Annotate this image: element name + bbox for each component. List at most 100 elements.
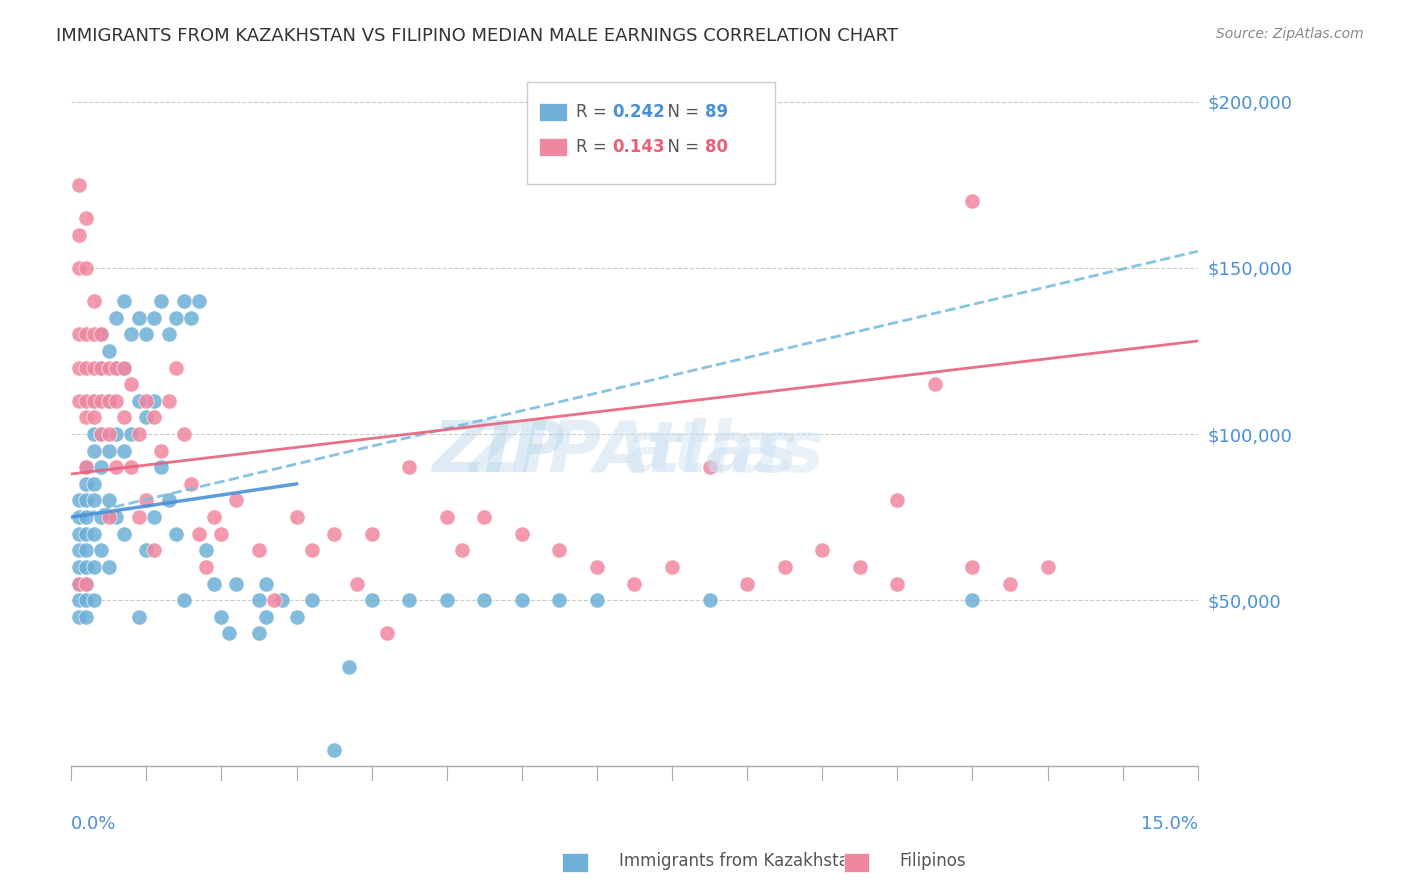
Point bbox=[157, 327, 180, 342]
Point bbox=[120, 377, 142, 392]
Point bbox=[67, 526, 90, 541]
Point bbox=[67, 493, 90, 508]
Point bbox=[75, 460, 97, 475]
Point bbox=[195, 560, 218, 574]
Point bbox=[998, 576, 1021, 591]
Text: 0.0%: 0.0% bbox=[72, 815, 117, 833]
Point bbox=[886, 493, 908, 508]
Point bbox=[436, 593, 458, 607]
Point bbox=[924, 377, 946, 392]
Point bbox=[346, 576, 368, 591]
Point bbox=[586, 560, 609, 574]
Point bbox=[97, 443, 120, 458]
Point bbox=[135, 393, 157, 408]
Text: 80: 80 bbox=[706, 137, 728, 156]
Point bbox=[1036, 560, 1059, 574]
Point bbox=[157, 393, 180, 408]
Point bbox=[83, 427, 105, 442]
Text: 15.0%: 15.0% bbox=[1140, 815, 1198, 833]
Point bbox=[142, 310, 165, 325]
Point bbox=[962, 560, 984, 574]
Point bbox=[699, 593, 721, 607]
Point bbox=[263, 593, 285, 607]
Point bbox=[97, 343, 120, 358]
Point bbox=[90, 427, 112, 442]
Point bbox=[301, 593, 323, 607]
Point bbox=[128, 510, 150, 524]
Point bbox=[90, 360, 112, 375]
Point bbox=[247, 543, 270, 558]
Point bbox=[165, 310, 187, 325]
Point bbox=[112, 360, 135, 375]
Text: 0.242: 0.242 bbox=[612, 103, 665, 120]
Point bbox=[173, 427, 195, 442]
Point bbox=[75, 211, 97, 225]
Point bbox=[75, 593, 97, 607]
Point bbox=[90, 360, 112, 375]
Point bbox=[90, 393, 112, 408]
Text: atlas: atlas bbox=[624, 417, 824, 487]
Point bbox=[75, 393, 97, 408]
Point bbox=[67, 609, 90, 624]
Point bbox=[105, 360, 128, 375]
Point bbox=[67, 327, 90, 342]
Point bbox=[105, 360, 128, 375]
Point bbox=[112, 443, 135, 458]
Point bbox=[120, 460, 142, 475]
Point bbox=[105, 460, 128, 475]
Point bbox=[142, 543, 165, 558]
Point bbox=[202, 576, 225, 591]
Point bbox=[75, 327, 97, 342]
Point bbox=[83, 360, 105, 375]
Point bbox=[150, 460, 173, 475]
Point bbox=[225, 576, 247, 591]
Point bbox=[301, 543, 323, 558]
Point bbox=[75, 576, 97, 591]
Point bbox=[120, 327, 142, 342]
Text: N =: N = bbox=[657, 137, 704, 156]
Point bbox=[67, 510, 90, 524]
Point bbox=[323, 742, 346, 756]
Point bbox=[120, 427, 142, 442]
Point bbox=[225, 493, 247, 508]
Point bbox=[105, 310, 128, 325]
Point bbox=[97, 393, 120, 408]
Point bbox=[90, 543, 112, 558]
Point bbox=[187, 526, 209, 541]
Point bbox=[75, 543, 97, 558]
Point bbox=[75, 493, 97, 508]
Point bbox=[97, 560, 120, 574]
Bar bbox=[527, 82, 775, 184]
Point bbox=[83, 294, 105, 309]
Point bbox=[510, 526, 533, 541]
Bar bbox=[538, 103, 567, 120]
Point bbox=[285, 609, 308, 624]
Point bbox=[83, 327, 105, 342]
Point bbox=[97, 427, 120, 442]
Point bbox=[735, 576, 758, 591]
Point bbox=[112, 294, 135, 309]
Point bbox=[165, 360, 187, 375]
Point bbox=[67, 560, 90, 574]
Point bbox=[202, 510, 225, 524]
Point bbox=[128, 310, 150, 325]
Point bbox=[173, 294, 195, 309]
Text: N =: N = bbox=[657, 103, 704, 120]
Point bbox=[548, 543, 571, 558]
Point bbox=[398, 460, 420, 475]
Point bbox=[90, 510, 112, 524]
Point bbox=[75, 460, 97, 475]
Point bbox=[150, 443, 173, 458]
Point bbox=[209, 526, 232, 541]
Point bbox=[323, 526, 346, 541]
Text: ZIPAtlas: ZIPAtlas bbox=[470, 417, 799, 487]
Point bbox=[142, 393, 165, 408]
Point bbox=[67, 543, 90, 558]
Point bbox=[187, 294, 209, 309]
Point bbox=[83, 443, 105, 458]
Point bbox=[97, 510, 120, 524]
Point bbox=[247, 626, 270, 640]
Point bbox=[83, 593, 105, 607]
Point bbox=[398, 593, 420, 607]
Point bbox=[811, 543, 834, 558]
